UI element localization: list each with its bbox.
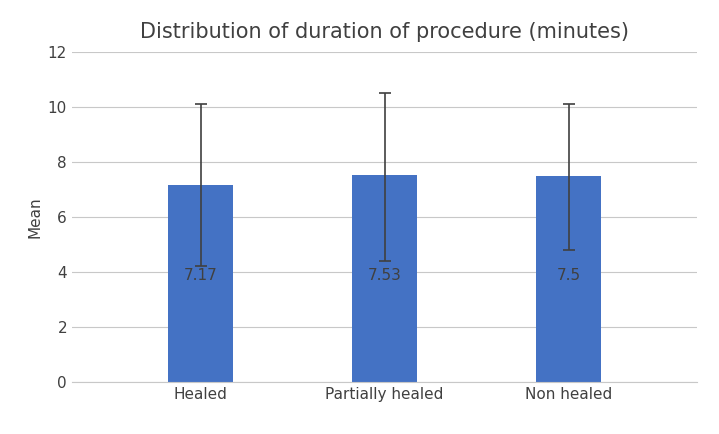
Text: 7.17: 7.17 (184, 268, 218, 283)
Title: Distribution of duration of procedure (minutes): Distribution of duration of procedure (m… (140, 22, 629, 42)
Y-axis label: Mean: Mean (27, 196, 42, 238)
Text: 7.53: 7.53 (367, 268, 402, 283)
Bar (168, 185, 233, 382)
Bar (536, 176, 601, 382)
Bar (352, 175, 417, 382)
Text: 7.5: 7.5 (557, 268, 581, 283)
